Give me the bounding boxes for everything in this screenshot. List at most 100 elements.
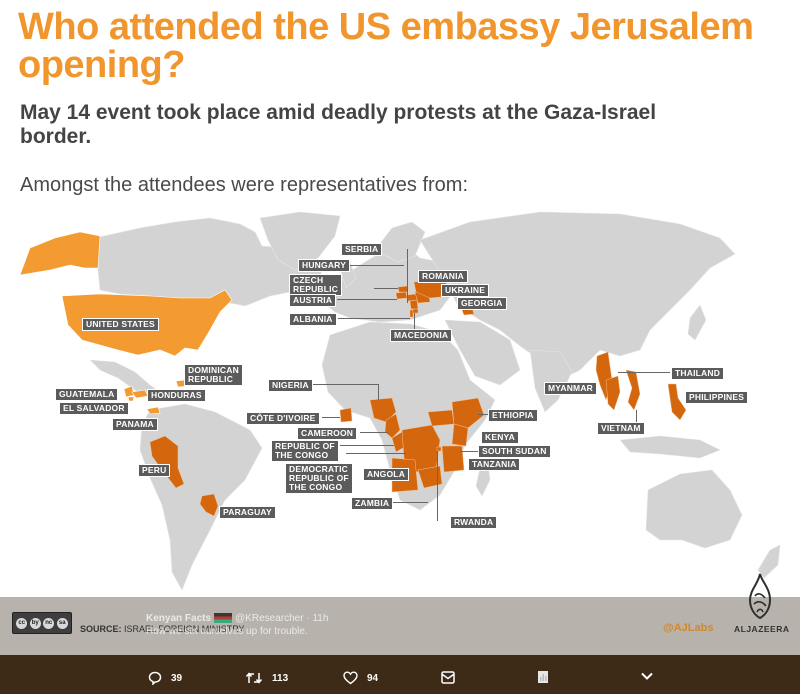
landmass-scandinavia <box>374 221 426 263</box>
label-rwanda: RWANDA <box>450 516 498 529</box>
tweet-handle[interactable]: @KResearcher <box>235 613 304 624</box>
more-options-button[interactable] <box>640 671 654 681</box>
cc-by-icon: by <box>29 617 41 629</box>
country-honduras <box>131 389 149 399</box>
leader-line-south-sudan <box>460 451 478 452</box>
kenya-flag-icon <box>214 613 233 624</box>
landmass-japan <box>687 304 707 341</box>
like-count: 94 <box>367 672 379 684</box>
country-vietnam <box>625 369 641 411</box>
label-tanzania: TANZANIA <box>468 458 521 471</box>
direct-message-button[interactable] <box>441 671 455 684</box>
tweet-overlay: Kenyan Facts @KResearcher · 11h How we se… <box>146 612 328 638</box>
leader-line-austria <box>337 299 397 300</box>
label-hungary: HUNGARY <box>298 259 351 272</box>
source-credit: SOURCE: ISRAEL FOREIGN MINISTRY <box>80 624 245 634</box>
reply-icon <box>148 671 162 685</box>
reply-button[interactable]: 39 <box>148 671 182 685</box>
retweet-count: 113 <box>272 672 289 684</box>
infographic-footer <box>0 597 800 655</box>
label-honduras: HONDURAS <box>147 389 206 402</box>
label-vietnam: VIETNAM <box>597 422 645 435</box>
label-peru: PERU <box>138 464 171 477</box>
landmass-indonesia <box>619 435 721 459</box>
infographic-subtitle: May 14 event took place amid deadly prot… <box>20 101 657 148</box>
landmass-australia <box>645 469 743 549</box>
analytics-icon <box>538 671 548 683</box>
leader-line-czech <box>374 288 398 289</box>
label-nigeria: NIGERIA <box>268 379 313 392</box>
label-austria: AUSTRIA <box>289 294 337 307</box>
leader-line-cameroon <box>360 432 388 433</box>
label-philippines: PHILIPPINES <box>685 391 749 404</box>
country-paraguay <box>199 493 219 517</box>
country-philippines <box>667 383 687 421</box>
leader-line-albania <box>338 318 410 319</box>
analytics-button[interactable] <box>538 671 548 683</box>
leader-line-cote <box>322 417 340 418</box>
leader-line-serbia <box>407 249 408 303</box>
ajlabs-handle: @AJLabs <box>663 622 714 634</box>
label-drc: DEMOCRATIC REPUBLIC OF THE CONGO <box>285 463 353 494</box>
chevron-down-icon <box>641 672 653 680</box>
creative-commons-badge: cc by nc sa <box>12 612 72 634</box>
country-macedonia <box>412 308 419 314</box>
leader-line-nigeria <box>312 384 378 385</box>
cc-icon: cc <box>16 617 28 629</box>
cc-nc-icon: nc <box>43 617 55 629</box>
label-dominican-republic: DOMINICAN REPUBLIC <box>184 364 243 386</box>
retweet-button[interactable]: 113 <box>245 671 288 685</box>
landmass-india <box>529 349 573 413</box>
envelope-icon <box>441 671 455 684</box>
label-guatemala: GUATEMALA <box>55 388 119 401</box>
label-republic-of-congo: REPUBLIC OF THE CONGO <box>271 440 339 462</box>
leader-line-hungary <box>348 265 404 266</box>
infographic-title: Who attended the US embassy Jerusalem op… <box>18 6 754 86</box>
label-romania: ROMANIA <box>418 270 469 283</box>
source-label: SOURCE: <box>80 624 122 634</box>
label-south-sudan: SOUTH SUDAN <box>478 445 551 458</box>
label-cote-divoire: CÔTE D'IVOIRE <box>246 412 320 425</box>
landmass-greenland <box>259 211 341 271</box>
aljazeera-logo-icon <box>748 573 772 620</box>
like-button[interactable]: 94 <box>343 671 378 685</box>
leader-line-rwanda <box>437 451 438 521</box>
country-tanzania <box>441 445 465 473</box>
tweet-time[interactable]: 11h <box>312 613 329 624</box>
country-cameroon <box>384 413 401 439</box>
label-panama: PANAMA <box>112 418 158 431</box>
label-ethiopia: ETHIOPIA <box>488 409 538 422</box>
label-myanmar: MYANMAR <box>544 382 598 395</box>
leader-line-vietnam <box>636 410 637 424</box>
country-hungary <box>406 293 418 302</box>
label-albania: ALBANIA <box>289 313 337 326</box>
label-angola: ANGOLA <box>363 468 410 481</box>
leader-line-rep-congo <box>340 445 394 446</box>
leader-line-thailand <box>618 372 670 373</box>
country-cote-divoire <box>339 407 353 423</box>
label-zambia: ZAMBIA <box>351 497 394 510</box>
cc-sa-icon: sa <box>56 617 68 629</box>
label-georgia: GEORGIA <box>457 297 507 310</box>
country-zambia <box>417 465 443 489</box>
label-czech-republic: CZECH REPUBLIC <box>289 274 343 296</box>
landmass-south-america <box>139 403 263 591</box>
tweet-text: How we set ourselves up for trouble. <box>146 626 308 637</box>
tweet-author-name[interactable]: Kenyan Facts <box>146 613 212 624</box>
leader-line-nigeria-v <box>378 384 379 400</box>
infographic-intro: Amongst the attendees were representativ… <box>20 174 469 196</box>
country-panama <box>146 406 161 415</box>
label-macedonia: MACEDONIA <box>390 329 453 342</box>
country-albania <box>409 309 414 318</box>
leader-line-ethiopia <box>478 414 488 415</box>
tweet-action-bar <box>0 655 800 694</box>
country-serbia <box>409 299 419 310</box>
label-ukraine: UKRAINE <box>441 284 490 297</box>
world-map <box>19 211 781 591</box>
landmass-middle-east <box>444 319 521 386</box>
country-thailand <box>605 375 621 411</box>
country-south-sudan <box>427 409 455 427</box>
aljazeera-wordmark: ALJAZEERA <box>734 624 790 634</box>
reply-count: 39 <box>171 672 183 684</box>
country-ethiopia <box>451 397 485 429</box>
